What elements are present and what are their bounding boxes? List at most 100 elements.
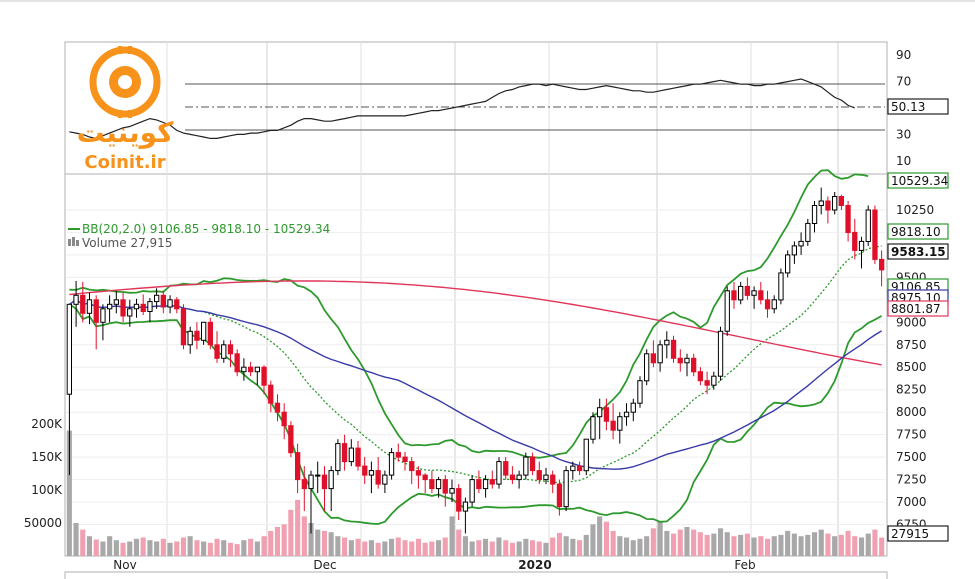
volume-bar bbox=[409, 541, 415, 556]
candle-body bbox=[355, 447, 361, 467]
volume-bar bbox=[375, 542, 381, 556]
candle bbox=[610, 403, 616, 440]
candle-body bbox=[610, 420, 616, 431]
candle-body bbox=[597, 407, 603, 418]
volume-tick-label: 150K bbox=[31, 450, 63, 464]
candle-body bbox=[771, 299, 777, 310]
legend-bb: BB(20,2.0) 9106.85 - 9818.10 - 10529.34 bbox=[82, 222, 330, 236]
candle bbox=[590, 412, 596, 444]
candle-body bbox=[650, 353, 657, 364]
volume-bar bbox=[362, 541, 368, 556]
candle bbox=[644, 349, 650, 386]
volume-bar bbox=[174, 541, 180, 556]
volume-bar bbox=[476, 540, 482, 556]
ma-red-value-box bbox=[887, 300, 949, 317]
price-tick-label: 7500 bbox=[896, 450, 927, 464]
candle bbox=[227, 340, 234, 368]
candle-body bbox=[248, 366, 254, 373]
candle-body bbox=[825, 200, 831, 211]
candle-body bbox=[395, 452, 402, 458]
candle bbox=[516, 470, 522, 489]
candle-body bbox=[744, 285, 751, 296]
candle-body bbox=[469, 479, 475, 503]
candle bbox=[341, 434, 348, 471]
candle-body bbox=[751, 290, 757, 296]
volume-bar bbox=[462, 536, 468, 556]
candle-body bbox=[308, 474, 314, 490]
bb-mid-value-text: 9818.10 bbox=[891, 225, 941, 239]
volume-bar bbox=[570, 538, 576, 556]
candle bbox=[375, 457, 381, 489]
candle bbox=[529, 452, 536, 476]
volume-bar bbox=[818, 529, 824, 556]
volume-bar bbox=[483, 538, 489, 556]
candle-body bbox=[684, 357, 690, 364]
candle bbox=[536, 461, 542, 485]
candle bbox=[496, 457, 502, 489]
candle bbox=[180, 304, 187, 350]
candle-body bbox=[845, 205, 851, 233]
candle bbox=[147, 298, 153, 323]
volume-bar bbox=[731, 536, 737, 556]
volume-bar bbox=[718, 528, 724, 556]
price-tick-label: 9000 bbox=[896, 315, 927, 329]
candle bbox=[449, 479, 455, 503]
candle bbox=[543, 467, 549, 485]
volume-bar bbox=[348, 540, 354, 556]
candle bbox=[362, 457, 368, 485]
candle bbox=[241, 358, 247, 381]
legend: BB(20,2.0) 9106.85 - 9818.10 - 10529.34 … bbox=[68, 222, 330, 250]
candle-body bbox=[201, 321, 207, 341]
volume-bar bbox=[523, 538, 529, 556]
volume-bar bbox=[590, 524, 596, 556]
x-tick-label: 2020 bbox=[518, 558, 551, 572]
price-tick-label: 8250 bbox=[896, 383, 927, 397]
candle-body bbox=[865, 209, 871, 242]
candle-body bbox=[644, 353, 650, 382]
candle-body bbox=[623, 411, 630, 418]
volume-bar bbox=[342, 537, 348, 556]
candle bbox=[637, 376, 643, 408]
candle-body bbox=[858, 240, 865, 251]
candle-body bbox=[321, 474, 328, 490]
volume-bar bbox=[489, 541, 495, 556]
candle bbox=[798, 232, 804, 255]
candle-body bbox=[93, 299, 99, 323]
candle bbox=[630, 398, 636, 422]
candle-body bbox=[724, 290, 730, 332]
candle bbox=[328, 466, 334, 512]
price-tick-label: 7250 bbox=[896, 473, 927, 487]
volume-bar bbox=[872, 529, 878, 556]
volume-bar bbox=[449, 516, 455, 556]
volume-bar bbox=[442, 537, 448, 556]
candle-body bbox=[415, 470, 422, 476]
candle bbox=[845, 201, 851, 242]
logo-text-en: Coinit.ir bbox=[84, 152, 165, 173]
volume-bar bbox=[697, 532, 703, 556]
candle-body bbox=[140, 303, 146, 312]
candle-body bbox=[785, 254, 791, 274]
candle bbox=[422, 473, 428, 494]
candle bbox=[274, 394, 281, 422]
candle-body bbox=[449, 488, 455, 494]
candle bbox=[73, 281, 79, 327]
volume-bar bbox=[597, 516, 603, 556]
candle bbox=[66, 303, 72, 476]
candle-body bbox=[194, 330, 200, 341]
volume-bar bbox=[637, 538, 643, 556]
volume-bar bbox=[288, 509, 294, 556]
volume-bar bbox=[295, 499, 301, 556]
candle-body bbox=[274, 402, 281, 413]
volume-bar bbox=[516, 541, 522, 556]
candle bbox=[335, 439, 341, 476]
volume-bar bbox=[234, 544, 240, 556]
bb-upper-line bbox=[69, 169, 869, 459]
volume-bar bbox=[254, 541, 260, 556]
candle bbox=[456, 484, 462, 520]
candle bbox=[751, 286, 757, 309]
candle bbox=[731, 281, 737, 309]
candle bbox=[664, 331, 670, 359]
candle-body bbox=[838, 196, 845, 206]
candle-body bbox=[852, 231, 858, 251]
candle-body bbox=[576, 465, 583, 472]
